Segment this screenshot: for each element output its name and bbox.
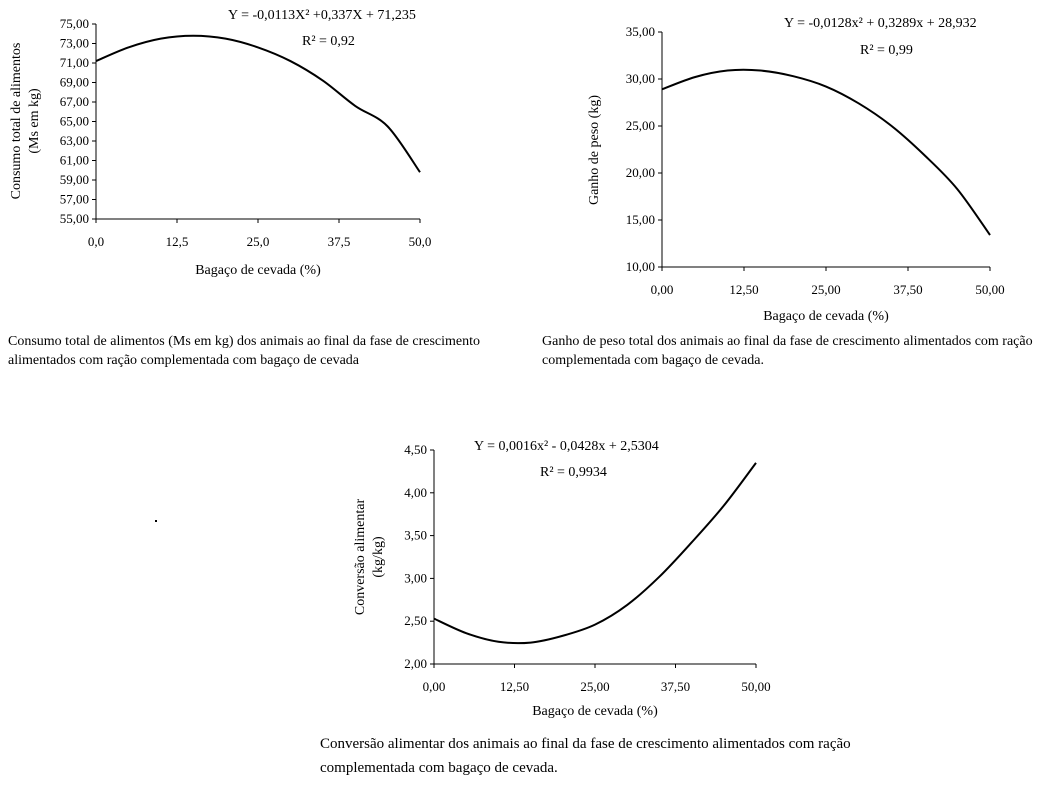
x-axis-label: Bagaço de cevada (%) bbox=[195, 263, 321, 278]
y-tick-label: 25,00 bbox=[626, 118, 655, 133]
y-tick-label: 15,00 bbox=[626, 212, 655, 227]
x-tick-label: 25,00 bbox=[580, 679, 609, 694]
y-tick-label: 67,00 bbox=[60, 94, 89, 109]
x-tick-label: 0,00 bbox=[651, 282, 674, 297]
y-tick-label: 3,00 bbox=[404, 570, 427, 585]
y-tick-label: 2,50 bbox=[404, 613, 427, 628]
y-tick-label: 59,00 bbox=[60, 172, 89, 187]
y-tick-label: 75,00 bbox=[60, 16, 89, 31]
y-tick-label: 3,50 bbox=[404, 528, 427, 543]
x-tick-label: 12,50 bbox=[729, 282, 758, 297]
y-tick-label: 4,50 bbox=[404, 442, 427, 457]
series-line bbox=[661, 68, 991, 236]
x-tick-label: 37,5 bbox=[328, 234, 351, 249]
x-axis-label: Bagaço de cevada (%) bbox=[532, 704, 658, 719]
equation-label: Y = -0,0113X² +0,337X + 71,235 bbox=[228, 8, 416, 23]
y-tick-label: 65,00 bbox=[60, 114, 89, 129]
y-tick-label: 10,00 bbox=[626, 259, 655, 274]
y-axis-label: (Ms em kg) bbox=[27, 88, 42, 154]
chart-svg-conversion: 2,00 2,50 3,00 3,50 4,00 4,50 0,00 12,50 25,00 37… bbox=[353, 442, 771, 719]
x-tick-label: 37,50 bbox=[661, 679, 690, 694]
x-tick-label: 0,0 bbox=[88, 234, 104, 249]
y-tick-label: 57,00 bbox=[60, 192, 89, 207]
y-axis-label: Ganho de peso (kg) bbox=[587, 95, 602, 205]
x-tick-label: 12,5 bbox=[166, 234, 189, 249]
y-tick-label: 55,00 bbox=[60, 211, 89, 226]
chart-panel-feed: 55,00 57,00 59,00 61,00 63,00 65,00 67,00 69,00… bbox=[0, 0, 530, 380]
equation-label: Y = -0,0128x² + 0,3289x + 28,932 bbox=[784, 16, 977, 31]
y-tick-label: 73,00 bbox=[60, 36, 89, 51]
chart-panel-gain: 10,00 15,00 20,00 25,00 30,00 35,00 0,00 12,50 2… bbox=[540, 0, 1057, 380]
chart-svg-feed: 55,00 57,00 59,00 61,00 63,00 65,00 67,00 69,00… bbox=[9, 16, 432, 278]
x-tick-label: 50,00 bbox=[975, 282, 1004, 297]
figure-caption: Conversão alimentar dos animais ao final… bbox=[320, 736, 851, 776]
y-axis-label: Conversão alimentar bbox=[353, 499, 368, 616]
x-tick-label: 0,00 bbox=[423, 679, 446, 694]
r-squared-label: R² = 0,92 bbox=[302, 34, 355, 49]
y-axis-label: (kg/kg) bbox=[371, 536, 386, 578]
x-tick-label: 37,50 bbox=[893, 282, 922, 297]
figure-caption: Ganho de peso total dos animais ao final… bbox=[542, 334, 1033, 368]
y-tick-label: 30,00 bbox=[626, 71, 655, 86]
chart-svg-gain: 10,00 15,00 20,00 25,00 30,00 35,00 0,00 12,50 2… bbox=[587, 24, 1005, 324]
x-tick-label: 25,0 bbox=[247, 234, 270, 249]
r-squared-label: R² = 0,99 bbox=[860, 43, 913, 58]
y-tick-label: 61,00 bbox=[60, 153, 89, 168]
y-tick-label: 35,00 bbox=[626, 24, 655, 39]
equation-label: Y = 0,0016x² - 0,0428x + 2,5304 bbox=[474, 439, 659, 454]
y-tick-label: 2,00 bbox=[404, 656, 427, 671]
y-tick-label: 69,00 bbox=[60, 75, 89, 90]
series-line bbox=[433, 462, 757, 645]
y-tick-label: 4,00 bbox=[404, 485, 427, 500]
x-tick-label: 12,50 bbox=[500, 679, 529, 694]
x-tick-label: 25,00 bbox=[811, 282, 840, 297]
chart-panel-conversion: 2,00 2,50 3,00 3,50 4,00 4,50 0,00 12,50 25,00 37… bbox=[320, 420, 890, 780]
x-tick-label: 50,00 bbox=[741, 679, 770, 694]
y-tick-label: 63,00 bbox=[60, 133, 89, 148]
x-tick-label: 50,0 bbox=[409, 234, 432, 249]
x-axis-label: Bagaço de cevada (%) bbox=[763, 309, 889, 324]
stray-dot bbox=[155, 520, 157, 522]
y-tick-label: 71,00 bbox=[60, 55, 89, 70]
y-tick-label: 20,00 bbox=[626, 165, 655, 180]
r-squared-label: R² = 0,9934 bbox=[540, 465, 607, 480]
series-line bbox=[95, 34, 421, 173]
y-axis-label: Consumo total de alimentos bbox=[9, 43, 24, 200]
figure-caption: Consumo total de alimentos (Ms em kg) do… bbox=[8, 334, 480, 368]
